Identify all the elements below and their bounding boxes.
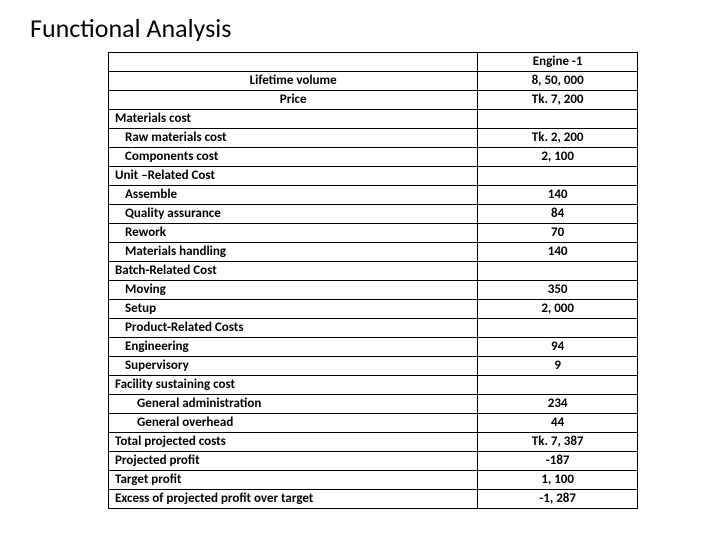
table-row: Supervisory9: [109, 357, 638, 376]
row-label: Projected profit: [109, 452, 478, 471]
row-label: Engineering: [109, 338, 478, 357]
row-label: Price: [109, 91, 478, 110]
row-value: 94: [478, 338, 638, 357]
table-row: Projected profit-187: [109, 452, 638, 471]
row-value: Tk. 7, 200: [478, 91, 638, 110]
table-row: Moving350: [109, 281, 638, 300]
table-row: Components cost2, 100: [109, 148, 638, 167]
row-label: Lifetime volume: [109, 72, 478, 91]
table-row: Setup2, 000: [109, 300, 638, 319]
row-label: General overhead: [109, 414, 478, 433]
table-row: Raw materials costTk. 2, 200: [109, 129, 638, 148]
table-row: Total projected costsTk. 7, 387: [109, 433, 638, 452]
row-label: Components cost: [109, 148, 478, 167]
row-value: 140: [478, 243, 638, 262]
table-row: General administration234: [109, 395, 638, 414]
table-row: Rework70: [109, 224, 638, 243]
table-row: Product-Related Costs: [109, 319, 638, 338]
analysis-table: Engine -1Lifetime volume8, 50, 000PriceT…: [108, 52, 638, 509]
table-row: PriceTk. 7, 200: [109, 91, 638, 110]
row-label: Batch-Related Cost: [109, 262, 478, 281]
row-label: Setup: [109, 300, 478, 319]
row-label: Rework: [109, 224, 478, 243]
row-label: Facility sustaining cost: [109, 376, 478, 395]
row-value: [478, 167, 638, 186]
table-row: General overhead44: [109, 414, 638, 433]
row-label: Assemble: [109, 186, 478, 205]
row-value: 2, 000: [478, 300, 638, 319]
row-label: Materials handling: [109, 243, 478, 262]
row-value: Tk. 7, 387: [478, 433, 638, 452]
page-title: Functional Analysis: [30, 12, 692, 44]
table-row: Target profit1, 100: [109, 471, 638, 490]
table-row: Lifetime volume8, 50, 000: [109, 72, 638, 91]
row-value: -187: [478, 452, 638, 471]
row-label: [109, 53, 478, 72]
row-value: 140: [478, 186, 638, 205]
row-value: [478, 319, 638, 338]
row-value: 234: [478, 395, 638, 414]
table-row: Facility sustaining cost: [109, 376, 638, 395]
table-row: Materials handling140: [109, 243, 638, 262]
row-value: 44: [478, 414, 638, 433]
row-label: Product-Related Costs: [109, 319, 478, 338]
table-row: Excess of projected profit over target-1…: [109, 490, 638, 509]
row-value: Tk. 2, 200: [478, 129, 638, 148]
row-value: Engine -1: [478, 53, 638, 72]
row-label: Raw materials cost: [109, 129, 478, 148]
table-row: Batch-Related Cost: [109, 262, 638, 281]
row-value: 2, 100: [478, 148, 638, 167]
row-label: Target profit: [109, 471, 478, 490]
row-label: General administration: [109, 395, 478, 414]
table-row: Unit –Related Cost: [109, 167, 638, 186]
row-value: [478, 262, 638, 281]
row-label: Materials cost: [109, 110, 478, 129]
table-row: Engine -1: [109, 53, 638, 72]
row-value: 1, 100: [478, 471, 638, 490]
row-value: 350: [478, 281, 638, 300]
row-label: Excess of projected profit over target: [109, 490, 478, 509]
row-label: Quality assurance: [109, 205, 478, 224]
row-label: Unit –Related Cost: [109, 167, 478, 186]
row-value: 84: [478, 205, 638, 224]
row-value: 70: [478, 224, 638, 243]
row-value: -1, 287: [478, 490, 638, 509]
table-row: Materials cost: [109, 110, 638, 129]
row-value: 9: [478, 357, 638, 376]
table-row: Assemble140: [109, 186, 638, 205]
row-value: 8, 50, 000: [478, 72, 638, 91]
row-value: [478, 110, 638, 129]
table-row: Quality assurance84: [109, 205, 638, 224]
row-value: [478, 376, 638, 395]
row-label: Total projected costs: [109, 433, 478, 452]
table-row: Engineering94: [109, 338, 638, 357]
row-label: Moving: [109, 281, 478, 300]
row-label: Supervisory: [109, 357, 478, 376]
